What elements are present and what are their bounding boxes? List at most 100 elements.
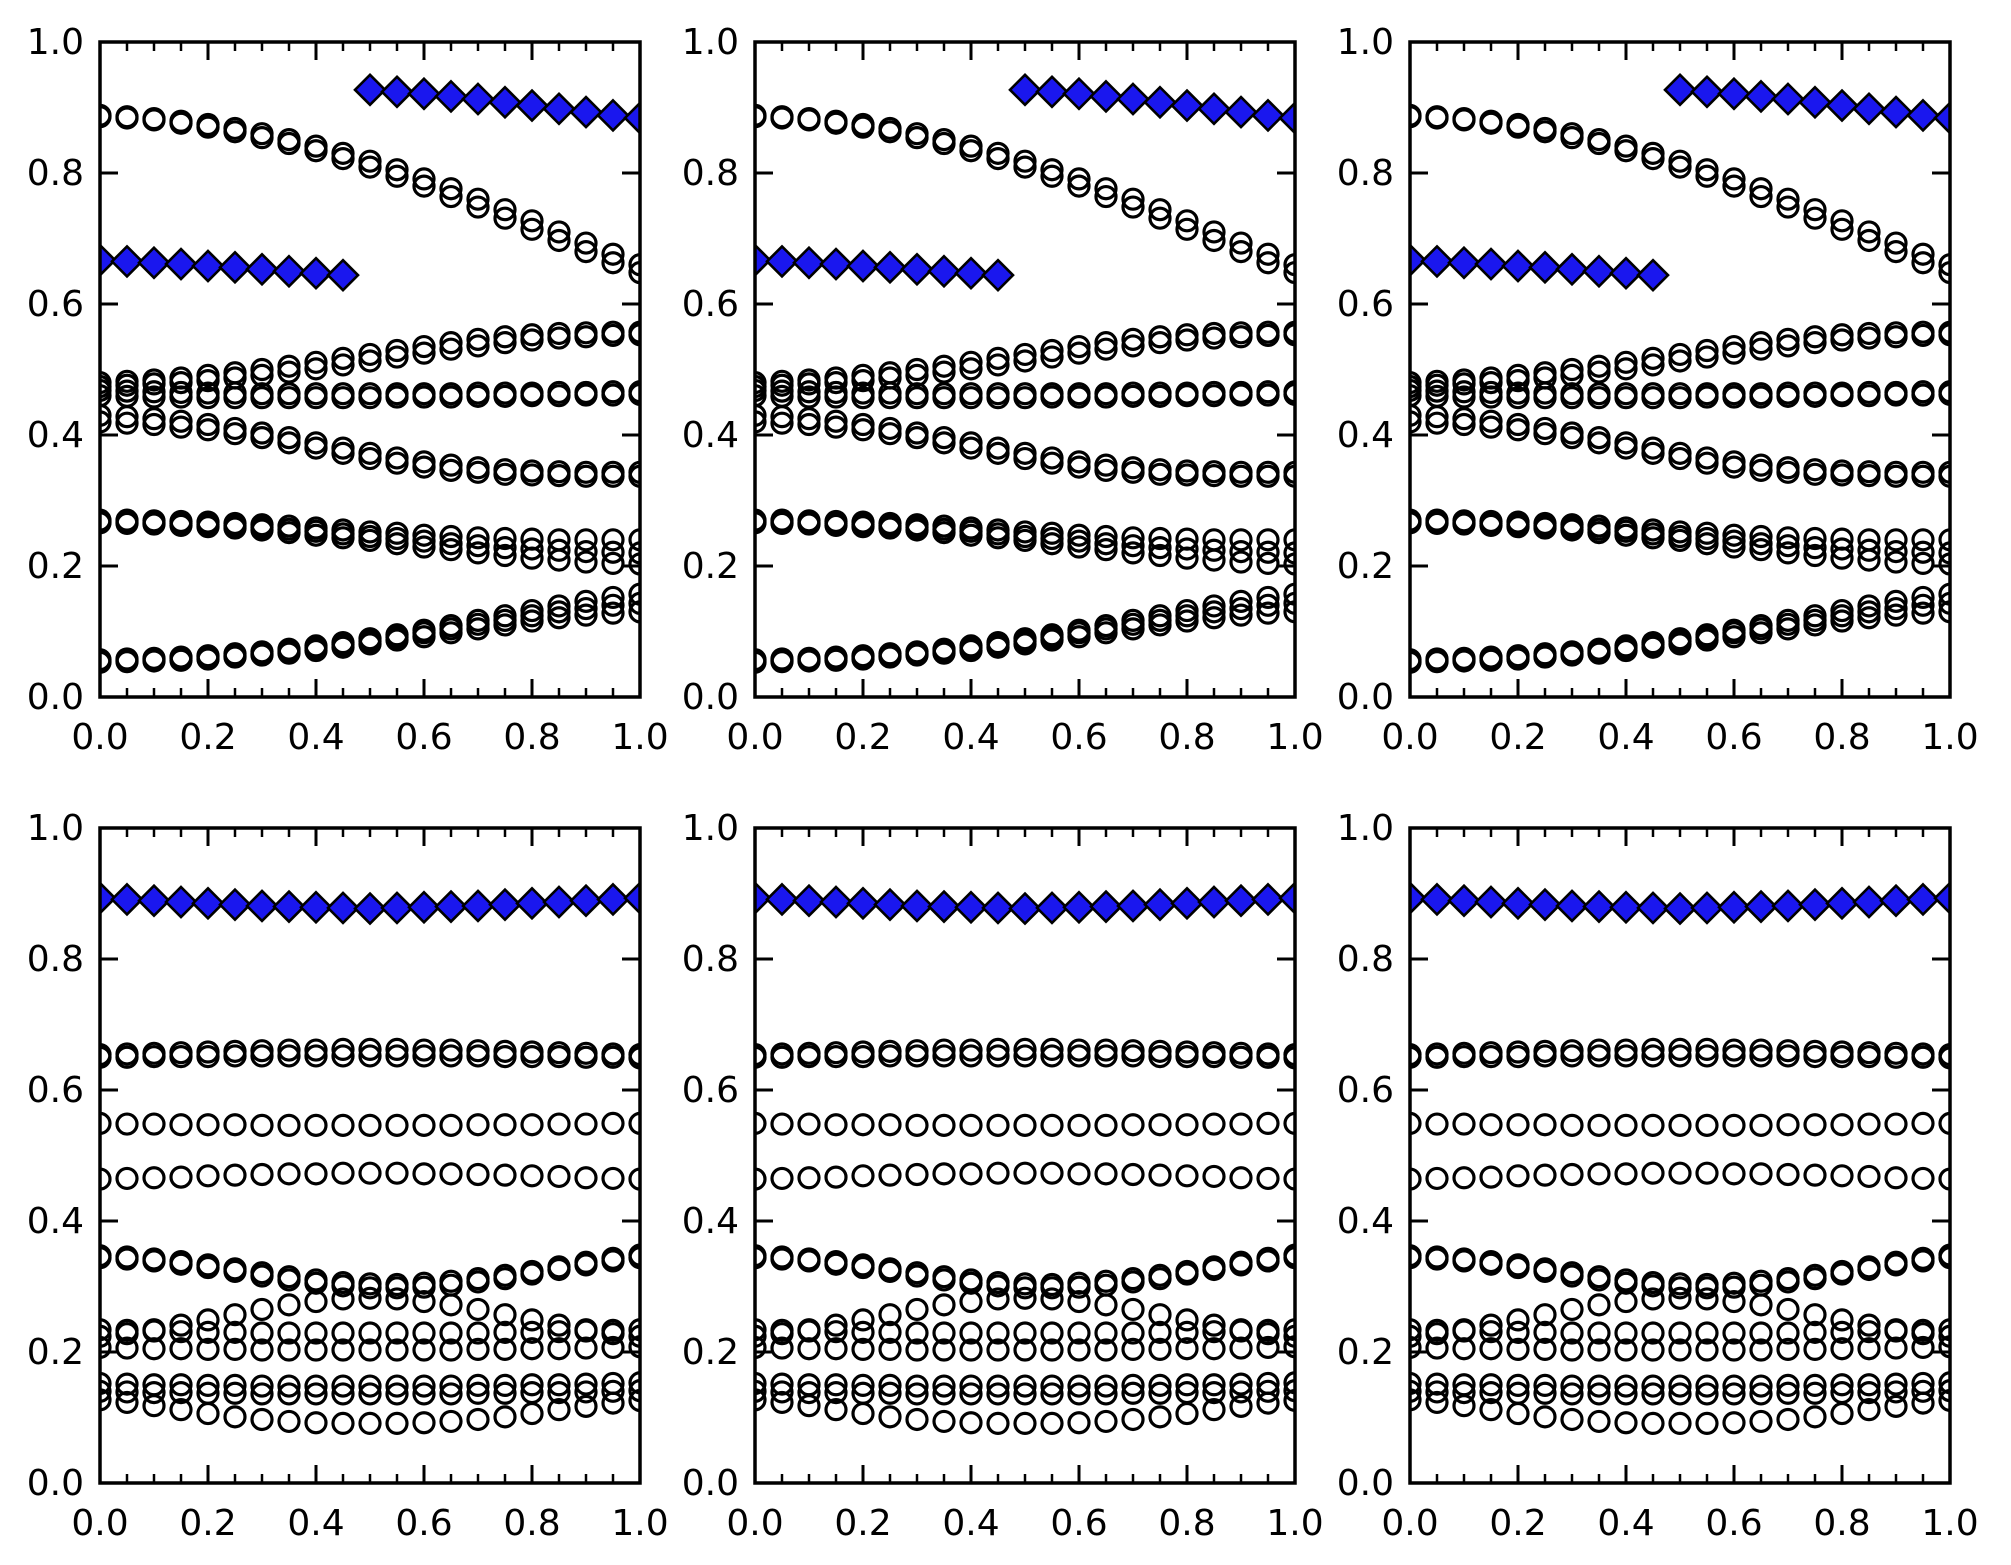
circle-marker <box>1094 331 1118 355</box>
circle-marker <box>1911 1335 1935 1360</box>
circle-marker <box>277 354 301 378</box>
circle-marker <box>601 528 625 552</box>
circle-marker <box>628 253 640 277</box>
diamond-marker <box>1035 891 1069 925</box>
circle-marker <box>1803 384 1827 408</box>
circle-marker <box>1121 195 1145 219</box>
circle-marker <box>439 184 463 209</box>
circle-marker <box>824 1113 848 1137</box>
diamond-marker <box>1410 881 1427 915</box>
circle-marker <box>1776 1113 1800 1137</box>
circle-marker <box>1587 1044 1611 1068</box>
circle-marker <box>169 409 193 433</box>
circle-marker <box>878 1303 902 1327</box>
circle-marker <box>1094 184 1118 209</box>
circle-marker <box>1425 650 1449 674</box>
x-tick-label: 1.0 <box>1921 1503 1978 1544</box>
circle-marker <box>304 1374 328 1398</box>
circle-marker <box>1641 1321 1665 1345</box>
circle-marker <box>932 520 956 545</box>
y-tick-label: 0.0 <box>27 1463 84 1504</box>
circle-series-4 <box>755 1161 1295 1191</box>
diamond-marker <box>380 891 414 925</box>
circle-marker <box>1803 1320 1827 1344</box>
circle-marker <box>932 1382 956 1406</box>
circle-marker <box>1533 1259 1557 1284</box>
x-tick-labels: 0.0 0.2 0.4 0.6 0.8 1.0 <box>71 717 668 758</box>
circle-marker <box>1641 526 1665 550</box>
circle-marker <box>115 1318 139 1342</box>
circle-marker <box>1229 383 1253 407</box>
diamond-marker <box>1879 95 1913 129</box>
circle-marker <box>1067 1289 1091 1314</box>
diamond-marker <box>1636 891 1670 925</box>
circle-marker <box>1040 1338 1064 1362</box>
circle-marker <box>196 1401 220 1426</box>
diamond-marker <box>1035 74 1069 109</box>
circle-marker <box>601 1318 625 1342</box>
circle-marker <box>1857 326 1881 350</box>
circle-marker <box>1938 1167 1950 1191</box>
diamond-marker <box>1474 247 1508 281</box>
circle-marker <box>439 1162 463 1186</box>
circle-marker <box>1587 354 1611 378</box>
diamond-marker <box>218 887 252 922</box>
circle-marker <box>1148 462 1172 486</box>
y-tick-labels: 0.0 0.2 0.4 0.6 0.8 1.0 <box>682 808 739 1504</box>
circle-marker <box>1121 460 1145 484</box>
circle-marker <box>797 372 821 396</box>
circle-marker <box>824 513 848 537</box>
diamond-marker <box>461 82 495 116</box>
circle-marker <box>1067 334 1091 359</box>
circle-marker <box>1067 535 1091 559</box>
circle-marker <box>1175 1113 1199 1137</box>
circle-marker <box>1175 1308 1199 1332</box>
y-tick-label: 0.6 <box>1337 284 1394 325</box>
circle-marker <box>851 1113 875 1137</box>
diamond-marker <box>110 882 144 917</box>
circle-marker <box>628 1111 640 1136</box>
diamond-marker <box>326 891 360 925</box>
y-tick-label: 0.4 <box>1337 1201 1394 1242</box>
circle-marker <box>1938 1246 1950 1270</box>
circle-marker <box>601 383 625 407</box>
circle-marker <box>520 463 544 487</box>
x-tick-label: 1.0 <box>611 1503 668 1544</box>
circle-marker <box>1587 1162 1611 1186</box>
diamond-marker <box>596 882 630 917</box>
circle-series-6 <box>1410 1246 1950 1300</box>
diamond-marker <box>1609 890 1643 925</box>
circle-marker <box>1410 1045 1422 1069</box>
circle-marker <box>1202 1112 1226 1136</box>
diamond-marker <box>900 252 934 287</box>
circle-series-10 <box>100 1371 640 1398</box>
circle-marker <box>1830 1373 1854 1397</box>
circle-marker <box>1229 1112 1253 1136</box>
circle-marker <box>277 1293 301 1317</box>
circle-marker <box>755 1318 767 1342</box>
circle-marker <box>1830 1044 1854 1069</box>
circle-marker <box>142 1337 166 1361</box>
circle-marker <box>1013 1113 1037 1137</box>
diamond-marker <box>596 98 630 133</box>
circle-marker <box>1884 231 1908 255</box>
circle-marker <box>905 1264 929 1288</box>
diamond-marker <box>1501 886 1535 921</box>
circle-marker <box>547 1398 571 1422</box>
circle-marker <box>1668 155 1692 179</box>
circle-marker <box>1938 1335 1950 1359</box>
circle-marker <box>770 1318 794 1342</box>
circle-marker <box>547 548 571 572</box>
circle-marker <box>824 1165 848 1189</box>
circle-marker <box>412 174 436 198</box>
circle-marker <box>574 1253 598 1277</box>
x-tick-label: 0.4 <box>942 717 999 758</box>
circle-marker <box>142 108 166 132</box>
circle-marker <box>959 350 983 374</box>
circle-marker <box>1175 217 1199 241</box>
circle-marker <box>1283 1335 1295 1359</box>
circle-marker <box>196 1320 220 1344</box>
circle-marker <box>304 139 328 163</box>
circle-marker <box>466 195 490 219</box>
